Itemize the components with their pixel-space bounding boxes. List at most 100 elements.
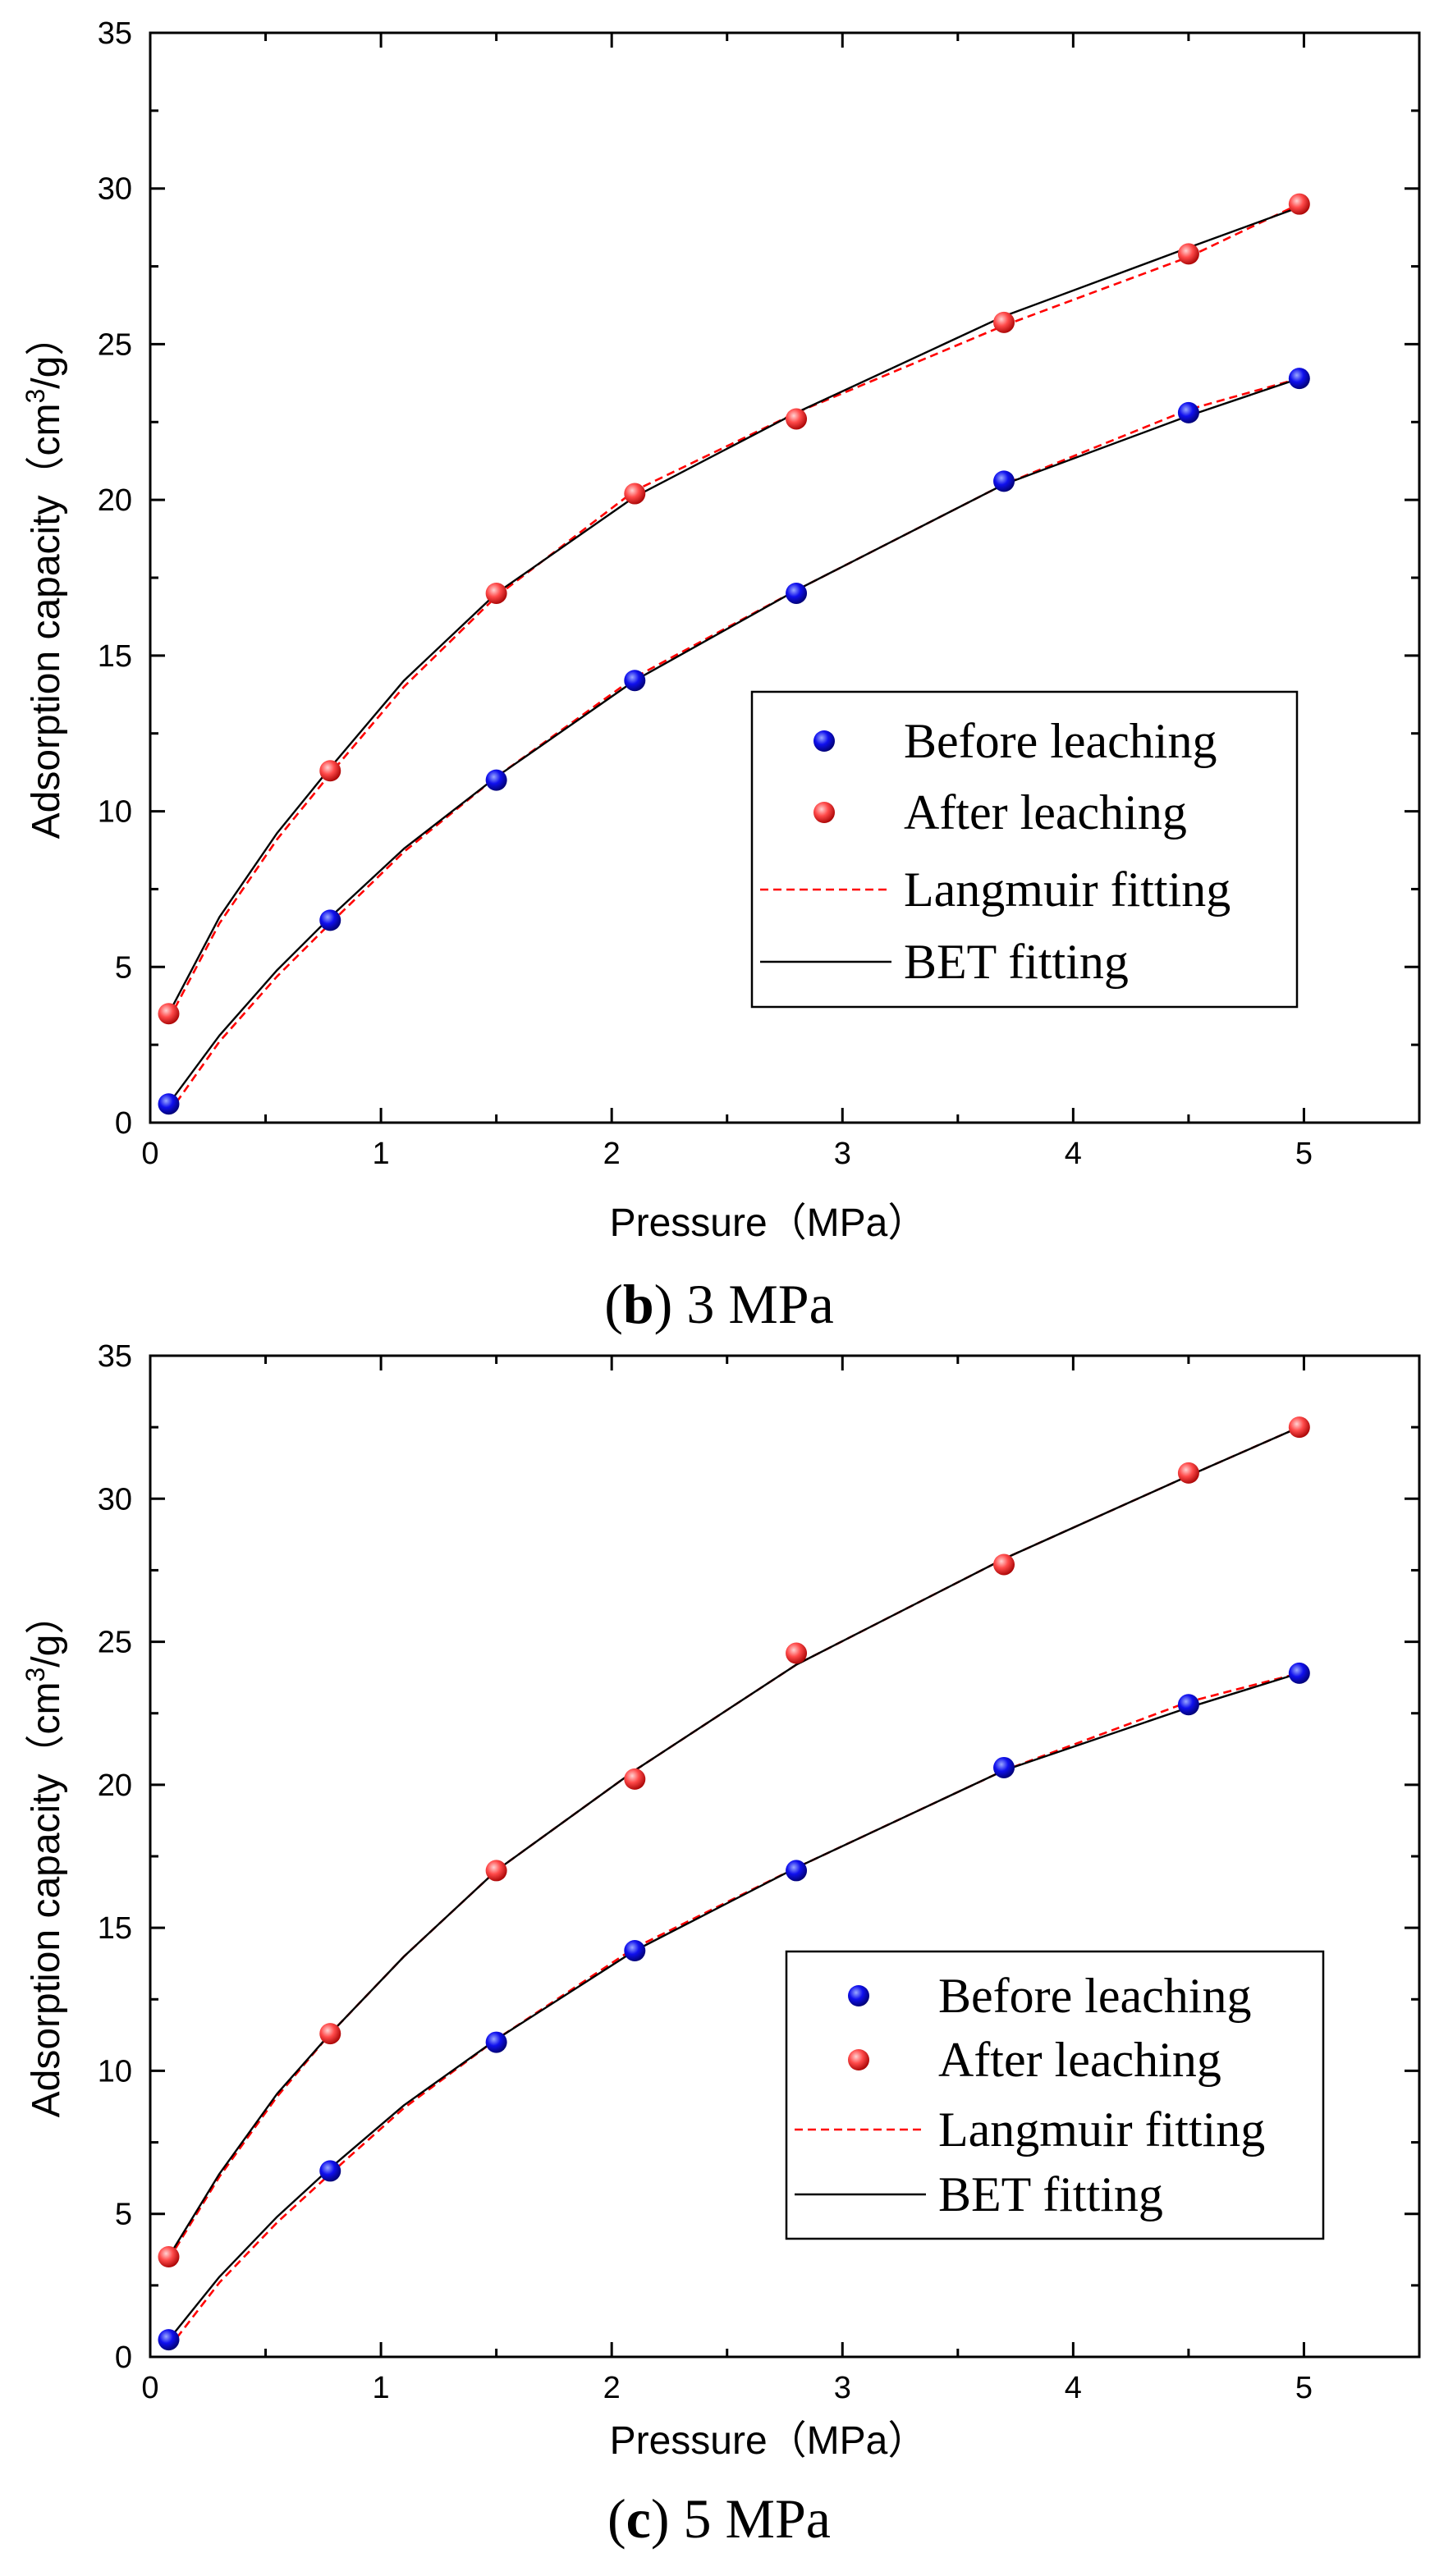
after-leaching-point [158, 2246, 180, 2267]
before-leaching-point [993, 470, 1015, 492]
langmuir-fit-curve [167, 377, 1300, 1114]
x-tick-label: 2 [603, 1137, 621, 1171]
legend-label: After leaching [904, 785, 1187, 840]
after-leaching-point [1288, 193, 1310, 215]
after-leaching-point [993, 311, 1015, 333]
caption-text: 5 MPa [670, 2487, 831, 2550]
after-leaching-point [993, 1553, 1015, 1576]
caption-panel-letter: b [623, 1273, 654, 1335]
y-tick-label: 35 [98, 1339, 132, 1374]
x-axis-title: Pressure（MPa） [610, 1201, 928, 1245]
panel-caption: (c) 5 MPa [607, 2487, 831, 2550]
before-leaching-point [1288, 368, 1310, 390]
y-axis-title-suffix: /g） [25, 1595, 68, 1668]
x-tick-label: 1 [373, 1137, 390, 1171]
x-tick-label: 2 [603, 2371, 621, 2405]
before-leaching-point [1177, 401, 1199, 423]
x-tick-label: 0 [141, 1137, 158, 1171]
legend-marker [813, 802, 835, 823]
x-tick-label: 5 [1295, 1137, 1313, 1171]
legend-box [750, 690, 1299, 1009]
chart-panel-c: 0 1 2 3 4 5 0 5 10 15 20 25 30 35 Before leaching After… [21, 1339, 1421, 2550]
x-tick-label: 3 [834, 1137, 851, 1171]
before-leaching-point [993, 1756, 1015, 1778]
legend: Before leaching After leaching Langmuir fi… [785, 1950, 1325, 2240]
y-tick-label: 10 [98, 795, 132, 830]
x-tick-label: 3 [834, 2371, 851, 2405]
caption-paren-open: ( [604, 1273, 623, 1335]
x-tick-label: 4 [1065, 2371, 1082, 2405]
caption-paren-close: ) [654, 1273, 673, 1335]
before-leaching-point [624, 670, 646, 692]
x-tick-label: 1 [373, 2371, 390, 2405]
y-tick-label: 15 [98, 1911, 132, 1946]
after-leaching-point [786, 1642, 808, 1664]
before-leaching-point [485, 769, 507, 791]
caption-text: 3 MPa [672, 1273, 833, 1335]
legend-label: BET fitting [938, 2167, 1163, 2221]
after-leaching-point [485, 1860, 507, 1882]
panel-caption: (b) 3 MPa [604, 1273, 834, 1335]
chart-panel-b: 0 1 2 3 4 5 0 5 10 15 20 25 30 35 Before leaching After… [21, 16, 1421, 1335]
x-tick-label: 5 [1295, 2371, 1313, 2405]
legend-label: Langmuir fitting [938, 2102, 1265, 2157]
y-axis-title-superscript: 3 [21, 389, 50, 404]
before-leaching-point [319, 909, 341, 931]
legend-label: Langmuir fitting [904, 862, 1230, 917]
y-axis-title: Adsorption capacity（cm3/g） [21, 1595, 68, 2118]
after-leaching-point [624, 483, 646, 505]
y-tick-label: 30 [98, 1482, 132, 1517]
x-tick-label: 4 [1065, 1137, 1082, 1171]
legend-marker [848, 2049, 869, 2070]
y-axis-title: Adsorption capacity（cm3/g） [21, 317, 68, 840]
y-tick-label: 15 [98, 639, 132, 674]
legend-marker [813, 730, 835, 752]
legend-label: Before leaching [938, 1969, 1251, 2023]
after-leaching-point [1177, 243, 1199, 265]
after-leaching-point [319, 760, 341, 782]
y-axis-title-prefix: Adsorption capacity（cm [25, 1681, 68, 2117]
y-tick-label: 25 [98, 327, 132, 362]
before-leaching-point [1288, 1662, 1310, 1684]
y-tick-label: 20 [98, 1768, 132, 1803]
legend: Before leaching After leaching Langmuir fi… [750, 690, 1299, 1009]
legend-marker [848, 1985, 869, 2006]
y-axis-title-suffix: /g） [25, 317, 68, 389]
before-leaching-point [624, 1940, 646, 1962]
y-tick-label: 25 [98, 1626, 132, 1660]
before-leaching-point [158, 2329, 180, 2351]
after-leaching-point [1288, 1416, 1310, 1439]
y-tick-label: 0 [115, 2340, 132, 2375]
after-leaching-point [158, 1003, 180, 1025]
before-leaching-point [1177, 1694, 1199, 1716]
after-leaching-point [786, 408, 808, 430]
legend-label: After leaching [938, 2033, 1221, 2087]
y-tick-label: 10 [98, 2054, 132, 2089]
before-leaching-point [319, 2160, 341, 2182]
legend-label: BET fitting [904, 935, 1129, 989]
y-tick-label: 20 [98, 483, 132, 518]
legend-label: Before leaching [904, 714, 1217, 768]
y-axis-title-superscript: 3 [21, 1668, 50, 1682]
after-leaching-point [319, 2023, 341, 2045]
caption-paren-close: ) [651, 2487, 670, 2550]
caption-paren-open: ( [607, 2487, 626, 2550]
before-leaching-point [485, 2031, 507, 2053]
x-tick-label: 0 [141, 2371, 158, 2405]
legend-box [785, 1950, 1325, 2240]
x-axis-title: Pressure（MPa） [610, 2419, 928, 2463]
y-tick-label: 5 [115, 950, 132, 985]
before-leaching-point [786, 1860, 808, 1882]
before-leaching-point [786, 582, 808, 604]
after-leaching-point [1177, 1462, 1199, 1484]
y-tick-label: 5 [115, 2198, 132, 2232]
before-leaching-point [158, 1093, 180, 1115]
y-tick-label: 35 [98, 16, 132, 51]
caption-panel-letter: c [626, 2487, 651, 2550]
after-leaching-point [624, 1768, 646, 1790]
y-axis-title-prefix: Adsorption capacity（cm [25, 403, 68, 839]
after-leaching-point [485, 582, 507, 604]
y-tick-label: 30 [98, 172, 132, 207]
y-tick-label: 0 [115, 1106, 132, 1141]
